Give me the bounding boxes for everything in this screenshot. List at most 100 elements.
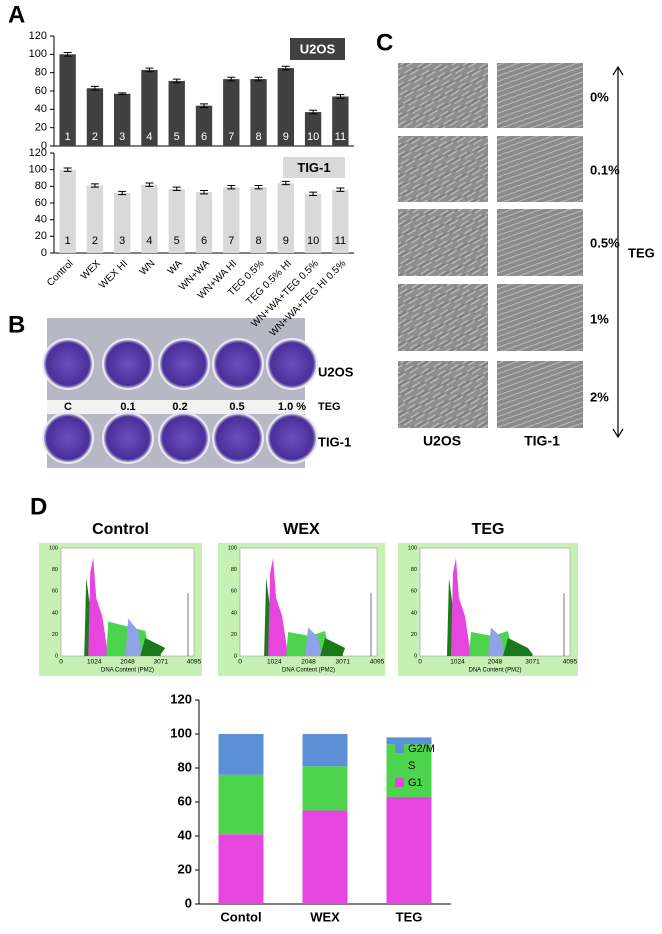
column-label: U2OS (423, 433, 461, 449)
bar (195, 192, 213, 253)
well (158, 412, 210, 464)
x-tick-label: 4095 (187, 659, 202, 666)
y-tick-label: 40 (52, 610, 58, 616)
histogram-title: Control (92, 521, 149, 538)
bar-number: 7 (228, 235, 234, 247)
legend-swatch (395, 778, 404, 787)
histogram-shape (450, 558, 471, 656)
y-tick-label: 40 (35, 103, 47, 115)
micrograph (497, 136, 583, 202)
y-tick-label: 20 (35, 122, 47, 134)
bar-number: 1 (65, 235, 71, 247)
micrograph (497, 63, 583, 128)
bar-number: 1 (65, 131, 71, 143)
bar-number: 10 (307, 235, 319, 247)
error-bar (90, 85, 99, 91)
panel-label: C (376, 29, 393, 56)
concentration: 0.1 (120, 401, 135, 413)
x-tick-label: 0 (59, 659, 63, 666)
legend-label: G1 (408, 777, 423, 789)
treatment-label: TEG (318, 401, 341, 413)
legend-swatch (395, 761, 404, 770)
bar-number: 11 (335, 131, 346, 143)
error-bar (200, 103, 208, 108)
bar-number: 3 (119, 235, 125, 247)
bar (304, 193, 322, 253)
well (158, 338, 210, 390)
plate-photo (42, 318, 318, 468)
legend-label: S (408, 760, 415, 772)
bar (332, 189, 349, 253)
error-bar (281, 65, 290, 71)
error-bar (63, 167, 72, 172)
y-tick-label: 0 (41, 247, 47, 259)
well (42, 338, 94, 390)
micrograph (398, 136, 488, 202)
y-tick-label: 0 (55, 653, 58, 659)
x-tick-label: WEX (310, 909, 340, 924)
bar-number: 7 (228, 131, 234, 143)
bar-segment (386, 796, 432, 904)
bar-number: 4 (146, 131, 152, 143)
y-tick-label: 80 (411, 567, 417, 573)
bar-segment (218, 734, 264, 775)
well (102, 412, 154, 464)
bar-number: 6 (201, 131, 207, 143)
micrograph (497, 361, 583, 428)
x-tick-label: Control (45, 258, 76, 289)
bar (250, 187, 267, 253)
well (212, 338, 264, 390)
well (212, 412, 264, 464)
concentration: 1% (590, 311, 609, 326)
bar-segment (302, 810, 348, 904)
well (102, 338, 154, 390)
bar-number: 2 (92, 131, 98, 143)
histogram-shape (487, 627, 505, 656)
x-tick-label: TEG (396, 909, 423, 924)
y-tick-label: 120 (29, 147, 47, 159)
bar (114, 93, 131, 146)
bar-number: 9 (283, 131, 289, 143)
y-tick-label: 100 (408, 545, 417, 551)
concentration: C (64, 401, 72, 413)
y-tick-label: 100 (228, 545, 237, 551)
bar (86, 88, 104, 146)
bar-segment (386, 737, 432, 745)
histogram-shape (320, 638, 346, 656)
y-tick-label: 80 (231, 567, 237, 573)
x-tick-label: WEX HI (97, 258, 130, 291)
plot-area (60, 547, 195, 657)
histogram-shape (140, 638, 166, 656)
histogram-shape (502, 638, 533, 656)
bar-number: 9 (283, 235, 289, 247)
bar-number: 3 (119, 131, 125, 143)
well (42, 412, 94, 464)
concentration: 0.5 (229, 401, 244, 413)
x-axis-label: DNA Content (PM2) (101, 668, 154, 674)
x-tick-label: 0 (418, 659, 422, 666)
y-tick-label: 60 (35, 197, 47, 209)
y-tick-label: 20 (178, 861, 192, 876)
error-bar (118, 92, 127, 96)
y-tick-label: 120 (29, 30, 47, 42)
bar (141, 69, 158, 146)
histogram-title: TEG (472, 521, 505, 538)
x-tick-label: 1024 (267, 659, 282, 666)
bar (223, 79, 240, 146)
row-label: U2OS (318, 364, 354, 379)
histogram-shape (125, 618, 143, 656)
concentration: 0.5% (590, 235, 620, 250)
bar-number: 8 (255, 235, 261, 247)
y-tick-label: 40 (231, 610, 237, 616)
y-tick-label: 0 (41, 140, 47, 152)
y-tick-label: 0 (414, 653, 417, 659)
y-tick-label: 60 (178, 793, 192, 808)
legend-label: TIG-1 (297, 160, 330, 175)
y-tick-label: 60 (231, 589, 237, 595)
micrograph (398, 63, 488, 128)
y-tick-label: 100 (170, 725, 192, 740)
concentration: 2% (590, 389, 609, 404)
error-bar (227, 76, 236, 82)
x-tick-label: 3071 (525, 659, 540, 666)
arrow (612, 65, 624, 439)
